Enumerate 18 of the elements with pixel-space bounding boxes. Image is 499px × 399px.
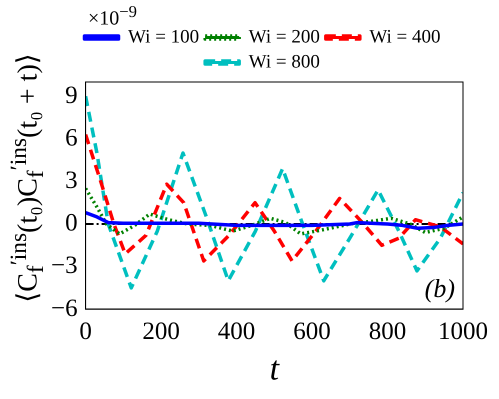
x-tick-label: 1000 <box>438 318 488 345</box>
legend-label: Wi = 800 <box>248 51 320 72</box>
y-tick-label: 9 <box>65 82 78 109</box>
legend-label: Wi = 400 <box>369 26 441 48</box>
x-tick-label: 800 <box>368 318 406 345</box>
y-tick-label: 3 <box>65 166 78 194</box>
y-tick-label: 0 <box>65 210 78 237</box>
x-tick-label: 600 <box>293 318 331 345</box>
y-tick-label: −6 <box>50 294 78 322</box>
x-axis-title: t <box>270 350 281 388</box>
x-tick-label: 400 <box>218 318 256 345</box>
line-series <box>86 132 463 263</box>
x-tick-label: 200 <box>142 318 180 345</box>
y-tick-label: −3 <box>50 252 78 280</box>
annotation: (b) <box>424 274 455 304</box>
legend-label: Wi = 200 <box>248 26 320 48</box>
line-series <box>86 186 463 236</box>
y-tick-label: 6 <box>65 124 78 152</box>
